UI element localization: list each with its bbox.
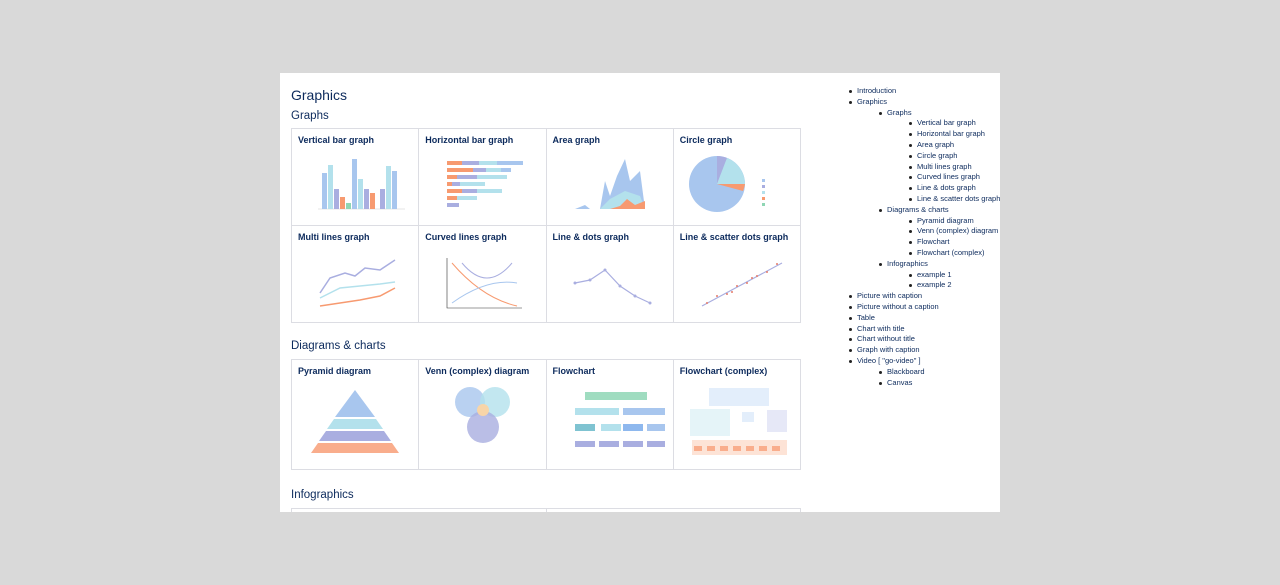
toc-picture-caption[interactable]: Picture with caption	[849, 291, 1000, 302]
card-title: Vertical bar graph	[298, 135, 375, 145]
card-curved-lines-graph[interactable]: Curved lines graph	[419, 226, 547, 323]
scatter-thumbnail	[701, 262, 783, 307]
toc-diagrams-link[interactable]: Diagrams & charts	[887, 204, 949, 214]
card-infographic-2[interactable]	[547, 509, 801, 512]
toc-line-scatter[interactable]: Line & scatter dots graph	[909, 194, 1000, 205]
pie-thumbnail	[688, 156, 765, 212]
toc-vertical-bar[interactable]: Vertical bar graph	[909, 118, 1000, 129]
toc-graphics[interactable]: Graphics Graphs Vertical bar graph Horiz…	[849, 97, 1000, 291]
toc-graphs-link[interactable]: Graphs	[887, 107, 912, 117]
section-diagrams-heading: Diagrams & charts	[291, 340, 386, 352]
card-title: Venn (complex) diagram	[425, 366, 530, 376]
toc-venn[interactable]: Venn (complex) diagram	[909, 226, 1000, 237]
toc-multi-lines[interactable]: Multi lines graph	[909, 162, 1000, 173]
flowchart-complex-thumbnail	[689, 388, 787, 455]
toc-graphs[interactable]: Graphs Vertical bar graph Horizontal bar…	[879, 108, 1000, 205]
toc-introduction[interactable]: Introduction	[849, 86, 1000, 97]
card-title: Line & scatter dots graph	[679, 232, 789, 242]
card-title: Curved lines graph	[425, 232, 507, 242]
toc-video-link[interactable]: Video [ "go-video" ]	[857, 355, 921, 365]
toc-example-1[interactable]: example 1	[909, 270, 1000, 281]
toc-flowchart[interactable]: Flowchart	[909, 237, 1000, 248]
toc-chart-title[interactable]: Chart with title	[849, 324, 1000, 335]
toc-area[interactable]: Area graph	[909, 140, 1000, 151]
card-horizontal-bar-graph[interactable]: Horizontal bar graph	[419, 129, 547, 226]
graphs-grid: Vertical bar graph Horizontal bar graph …	[291, 128, 801, 323]
card-title: Flowchart (complex)	[679, 366, 768, 376]
toc-canvas[interactable]: Canvas	[879, 378, 1000, 389]
card-multi-lines-graph[interactable]: Multi lines graph	[292, 226, 420, 323]
section-infographics-heading: Infographics	[291, 489, 354, 501]
toc-circle[interactable]: Circle graph	[909, 151, 1000, 162]
toc-line-dots[interactable]: Line & dots graph	[909, 183, 1000, 194]
card-line-dots-graph[interactable]: Line & dots graph	[546, 226, 674, 323]
card-area-graph[interactable]: Area graph	[546, 129, 674, 226]
card-title: Circle graph	[679, 135, 733, 145]
card-title: Flowchart	[552, 366, 596, 376]
toc-table[interactable]: Table	[849, 313, 1000, 324]
card-flowchart-complex[interactable]: Flowchart (complex)	[673, 360, 801, 470]
toc-graph-caption[interactable]: Graph with caption	[849, 345, 1000, 356]
card-flowchart[interactable]: Flowchart	[546, 360, 674, 470]
toc-curved-lines[interactable]: Curved lines graph	[909, 172, 1000, 183]
content-panel: Graphics Graphs Vertical bar graph Horiz…	[280, 73, 1000, 512]
page-title: Graphics	[291, 87, 348, 103]
toc-graphics-link[interactable]: Graphics	[857, 96, 888, 106]
card-title: Multi lines graph	[298, 232, 370, 242]
curved-lines-thumbnail	[446, 258, 523, 309]
toc-picture-no-caption[interactable]: Picture without a caption	[849, 302, 1000, 313]
card-line-scatter-dots-graph[interactable]: Line & scatter dots graph	[673, 226, 801, 323]
toc-infographics[interactable]: Infographics example 1 example 2	[879, 259, 1000, 291]
toc-infographics-link[interactable]: Infographics	[887, 258, 928, 268]
toc-chart-no-title[interactable]: Chart without title	[849, 334, 1000, 345]
flowchart-thumbnail	[574, 392, 665, 447]
table-of-contents: Introduction Graphics Graphs Vertical ba…	[849, 86, 1000, 388]
vertical-bar-thumbnail	[318, 159, 405, 210]
toc-blackboard[interactable]: Blackboard	[879, 367, 1000, 378]
card-circle-graph[interactable]: Circle graph	[673, 129, 801, 226]
card-vertical-bar-graph[interactable]: Vertical bar graph	[292, 129, 420, 226]
toc-pyramid[interactable]: Pyramid diagram	[909, 216, 1000, 227]
multi-lines-thumbnail	[319, 259, 396, 307]
toc-example-2[interactable]: example 2	[909, 280, 1000, 291]
area-thumbnail	[574, 159, 645, 209]
section-graphs-heading: Graphs	[291, 110, 329, 122]
card-title: Horizontal bar graph	[425, 135, 514, 145]
card-title: Area graph	[552, 135, 601, 145]
pyramid-thumbnail	[311, 390, 399, 453]
horizontal-bar-thumbnail	[447, 161, 524, 207]
toc-horizontal-bar[interactable]: Horizontal bar graph	[909, 129, 1000, 140]
card-title: Line & dots graph	[552, 232, 630, 242]
toc-diagrams[interactable]: Diagrams & charts Pyramid diagram Venn (…	[879, 205, 1000, 259]
toc-flowchart-complex[interactable]: Flowchart (complex)	[909, 248, 1000, 259]
card-pyramid-diagram[interactable]: Pyramid diagram	[292, 360, 420, 470]
diagrams-grid: Pyramid diagram Venn (complex) diagram F…	[291, 359, 801, 470]
infographics-grid	[291, 508, 801, 512]
toc-video[interactable]: Video [ "go-video" ] Blackboard Canvas	[849, 356, 1000, 388]
card-infographic-1[interactable]	[292, 509, 547, 512]
card-venn-diagram[interactable]: Venn (complex) diagram	[419, 360, 547, 470]
venn-thumbnail	[455, 387, 511, 443]
card-title: Pyramid diagram	[298, 366, 372, 376]
line-dots-thumbnail	[573, 268, 651, 305]
